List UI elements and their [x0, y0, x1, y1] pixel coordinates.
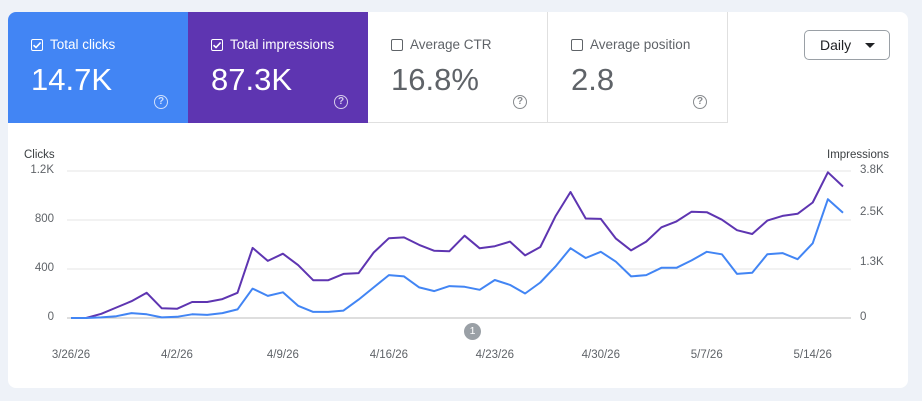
metric-label: Total clicks — [50, 37, 116, 52]
x-axis-tick-label: 3/26/26 — [51, 349, 91, 361]
metric-header: Total impressions — [211, 37, 334, 52]
period-dropdown[interactable]: Daily — [804, 30, 890, 60]
help-icon[interactable]: ? — [334, 95, 348, 109]
metric-card-average-position[interactable]: Average position 2.8 ? — [548, 12, 728, 123]
metric-header: Average CTR — [391, 37, 492, 52]
left-axis-tick-label: 1.2K — [30, 164, 54, 176]
x-axis-tick-label: 5/7/26 — [690, 349, 723, 361]
metric-value: 14.7K — [31, 62, 113, 97]
left-axis-tick-label: 400 — [34, 262, 54, 274]
series-line-impressions — [71, 171, 844, 319]
annotation-marker[interactable]: 1 — [464, 323, 481, 340]
right-axis-title: Impressions — [827, 149, 889, 161]
x-axis-tick-label: 4/16/26 — [369, 349, 409, 361]
metric-header: Total clicks — [31, 37, 115, 52]
metric-card-total-impressions[interactable]: Total impressions 87.3K ? — [188, 12, 368, 123]
checkbox-unchecked-icon[interactable] — [391, 38, 403, 51]
caret-down-icon — [865, 43, 875, 48]
dropdown-selected-value: Daily — [820, 37, 852, 53]
x-axis-tick-label: 4/9/26 — [266, 349, 299, 361]
right-axis-tick-label: 2.5K — [860, 206, 884, 218]
metric-label: Total impressions — [230, 37, 335, 52]
help-icon[interactable]: ? — [693, 95, 707, 109]
left-axis-tick-label: 800 — [34, 213, 54, 225]
right-axis-tick-label: 0 — [860, 311, 867, 323]
left-axis-title: Clicks — [24, 149, 55, 161]
metric-cards: Total clicks 14.7K ? Total impressions 8… — [8, 12, 728, 123]
x-axis-tick-label: 5/14/26 — [793, 349, 832, 361]
right-axis-tick-label: 1.3K — [860, 256, 884, 269]
x-axis-tick-label: 4/2/26 — [160, 349, 193, 361]
metric-header: Average position — [571, 37, 690, 52]
left-axis-tick-label: 0 — [47, 311, 54, 323]
x-axis-tick-label: 4/23/26 — [475, 349, 515, 361]
metric-card-total-clicks[interactable]: Total clicks 14.7K ? — [8, 12, 188, 123]
x-axis-tick-label: 4/30/26 — [581, 349, 620, 361]
performance-chart[interactable] — [8, 12, 908, 388]
right-axis-tick-label: 3.8K — [860, 164, 884, 176]
checkbox-checked-icon[interactable] — [31, 38, 43, 51]
performance-card: Total clicks 14.7K ? Total impressions 8… — [8, 12, 908, 388]
metric-value: 2.8 — [571, 62, 615, 97]
metric-value: 87.3K — [211, 62, 293, 97]
checkbox-unchecked-icon[interactable] — [571, 38, 583, 51]
metric-label: Average position — [590, 37, 691, 52]
help-icon[interactable]: ? — [513, 95, 527, 109]
metric-value: 16.8% — [391, 62, 479, 97]
series-line-clicks — [71, 198, 844, 319]
metric-card-average-ctr[interactable]: Average CTR 16.8% ? — [368, 12, 548, 123]
help-icon[interactable]: ? — [154, 95, 168, 109]
checkbox-checked-icon[interactable] — [211, 38, 223, 51]
metric-label: Average CTR — [410, 37, 492, 52]
